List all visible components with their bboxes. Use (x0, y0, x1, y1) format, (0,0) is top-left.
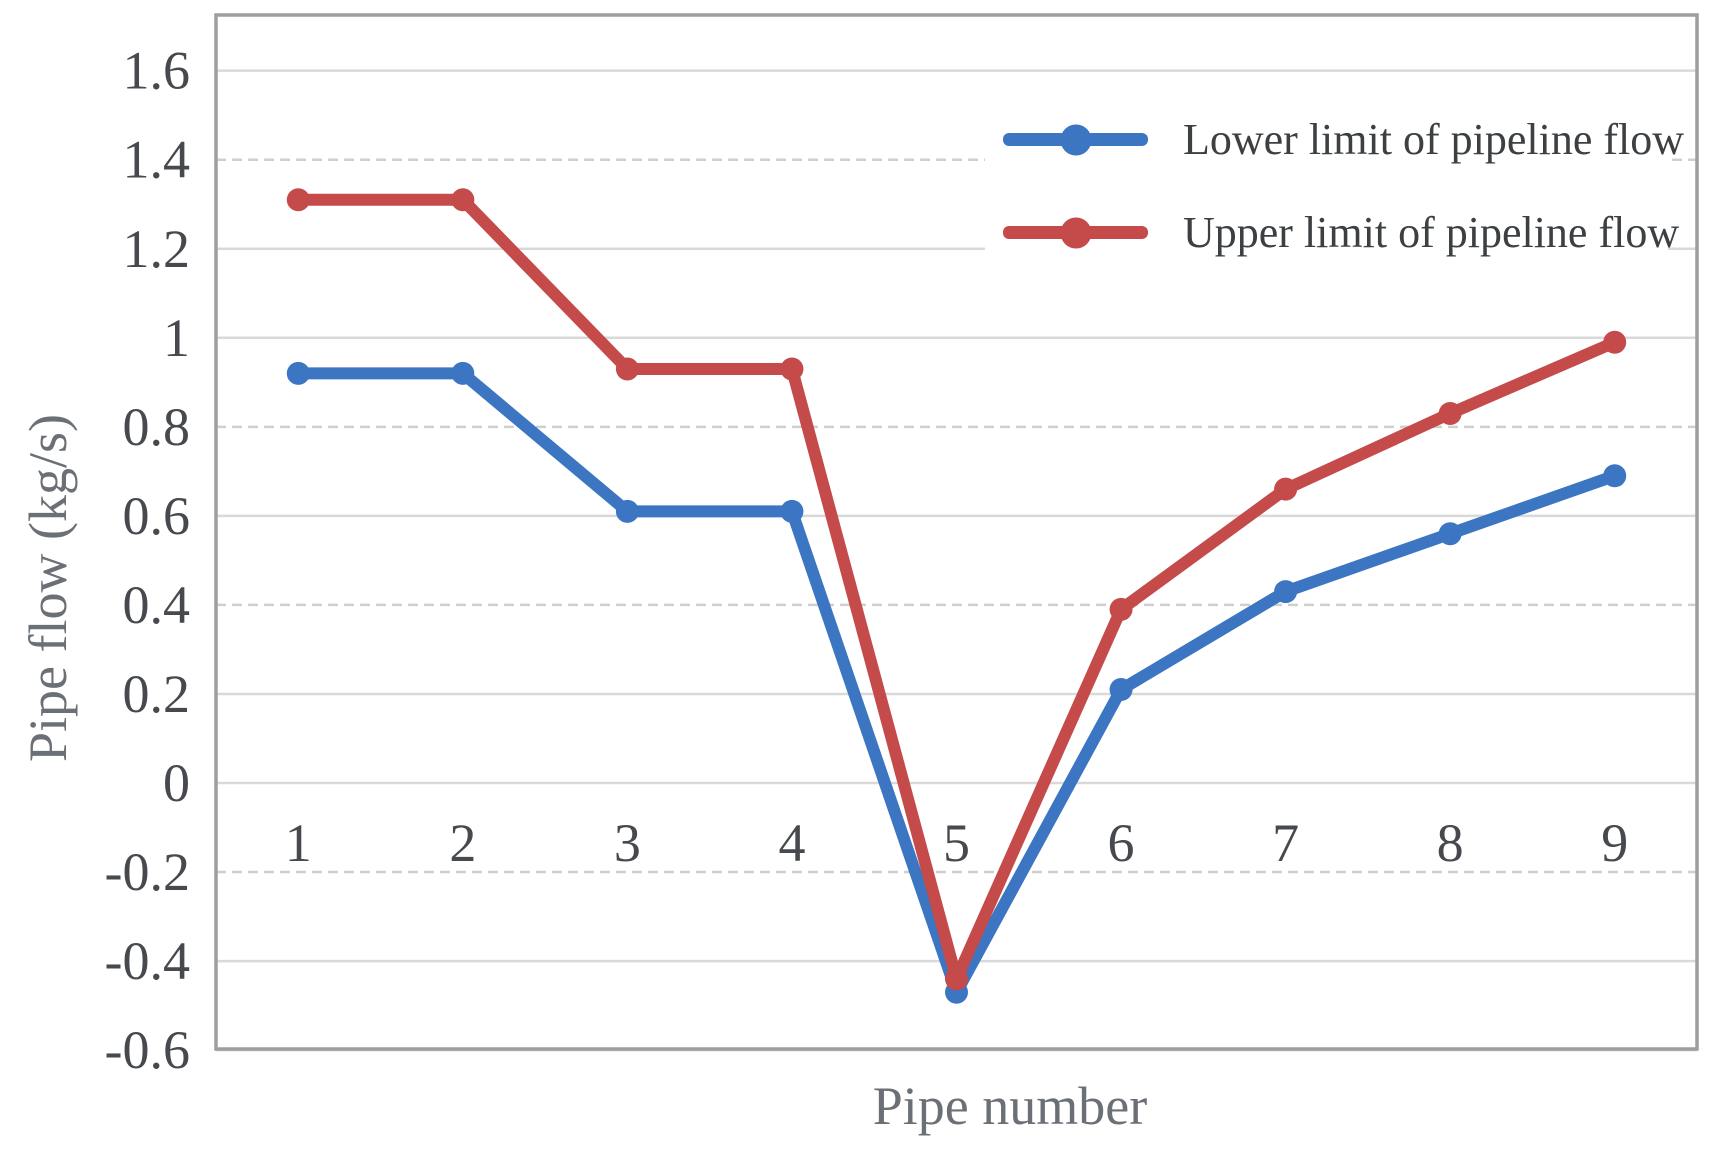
x-tick-label: 5 (943, 813, 970, 873)
data-point-marker (1438, 522, 1462, 546)
x-tick-label: 1 (285, 813, 312, 873)
legend-marker-dot-upper (1060, 217, 1091, 248)
data-point-marker (1438, 401, 1462, 425)
series-upper-limit (286, 188, 1627, 991)
data-point-marker (1603, 464, 1627, 488)
y-tick-label: -0.6 (105, 1020, 190, 1080)
x-tick-label: 9 (1601, 813, 1628, 873)
legend-key-line-lower (1003, 124, 1148, 155)
x-tick-label: 3 (614, 813, 641, 873)
data-point-marker (1603, 330, 1627, 354)
data-series (286, 188, 1627, 1004)
legend-label-upper: Upper limit of pipeline flow (1183, 208, 1680, 257)
x-tick-labels: 1 2 3 4 5 6 7 8 9 (285, 813, 1628, 873)
data-point-marker (1109, 597, 1133, 621)
y-tick-label: 1 (163, 308, 190, 368)
data-point-marker (615, 499, 639, 523)
data-point-marker (451, 188, 475, 212)
y-tick-label: 0.8 (123, 397, 191, 457)
x-tick-label: 6 (1108, 813, 1135, 873)
legend-key-line-upper (1003, 217, 1148, 248)
y-axis-title: Pipe flow (kg/s) (18, 414, 78, 762)
x-tick-label: 7 (1272, 813, 1299, 873)
data-point-marker (1274, 477, 1298, 501)
y-tick-labels: 1.6 1.4 1.2 1 0.8 0.6 0.4 0.2 0 -0.2 -0.4 -0.6 (105, 41, 190, 1080)
legend-entry-lower-limit: Lower limit of pipeline flow (985, 103, 1684, 176)
plot-border-rect (214, 13, 1699, 1051)
x-tick-label: 8 (1437, 813, 1464, 873)
y-tick-label: 0.2 (123, 664, 191, 724)
y-tick-label: -0.2 (105, 842, 190, 902)
y-tick-label: 0.4 (123, 575, 191, 635)
data-point-marker (286, 188, 310, 212)
data-point-marker (615, 357, 639, 381)
data-point-marker (1109, 678, 1133, 702)
legend-marker-dot-lower (1060, 124, 1091, 155)
series-line (292, 367, 1621, 999)
y-tick-label: 1.2 (123, 219, 191, 279)
x-tick-label: 4 (778, 813, 805, 873)
legend-entry-upper-limit: Upper limit of pipeline flow (985, 196, 1679, 269)
x-axis-title: Pipe number (872, 1076, 1148, 1136)
y-tick-label: 0 (163, 753, 190, 813)
y-tick-label: 1.6 (123, 41, 191, 101)
series-lower-limit (286, 361, 1627, 1004)
y-tick-label: 0.6 (123, 486, 191, 546)
legend-label-lower: Lower limit of pipeline flow (1183, 115, 1684, 164)
data-point-marker (780, 499, 804, 523)
plot-border (214, 13, 1699, 1051)
data-point-marker (1274, 580, 1298, 604)
y-tick-label: 1.4 (123, 130, 191, 190)
x-tick-label: 2 (449, 813, 476, 873)
data-point-marker (780, 357, 804, 381)
data-point-marker (945, 967, 968, 991)
y-tick-label: -0.4 (105, 931, 190, 991)
data-point-marker (451, 361, 475, 385)
data-point-marker (286, 361, 310, 385)
